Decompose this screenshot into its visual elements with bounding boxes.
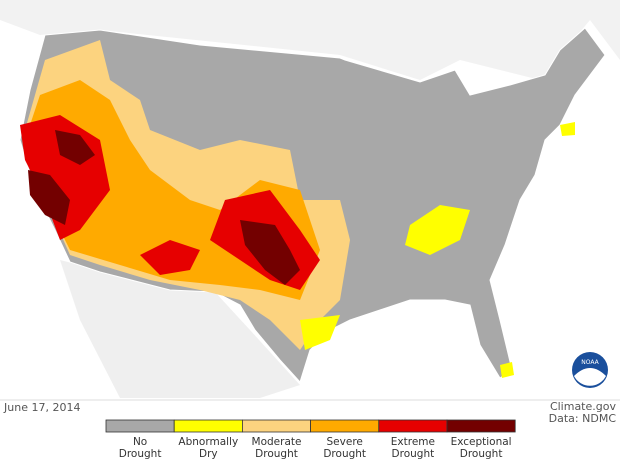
drought-areas [20,40,575,378]
legend-swatch [173,419,243,433]
legend-label: Dry [199,448,218,460]
legend-label: Drought [119,448,162,460]
legend-swatch [310,419,380,433]
credit: Climate.gov [550,400,617,413]
legend-swatch [446,419,516,433]
legend-label: Severe [327,436,363,448]
canada [0,0,620,80]
legend-swatch [378,419,448,433]
legend-label: Drought [323,448,366,460]
legend-label: Exceptional [451,436,512,448]
mexico [60,260,300,398]
legend: NoDroughtAbnormallyDryModerateDroughtSev… [105,419,516,460]
legend-swatch [241,419,311,433]
legend-label: Abnormally [178,436,238,448]
legend-label: Moderate [252,436,302,448]
noaa-logo: NOAA [572,352,608,388]
date: June 17, 2014 [3,401,80,414]
legend-label: Drought [255,448,298,460]
legend-label: Drought [392,448,435,460]
source: Data: NDMC [549,412,617,425]
surroundings [0,0,620,398]
legend-label: Drought [460,448,503,460]
legend-label: No [133,436,147,448]
logo-text: NOAA [581,359,599,366]
legend-swatch [105,419,175,433]
legend-label: Extreme [391,436,435,448]
